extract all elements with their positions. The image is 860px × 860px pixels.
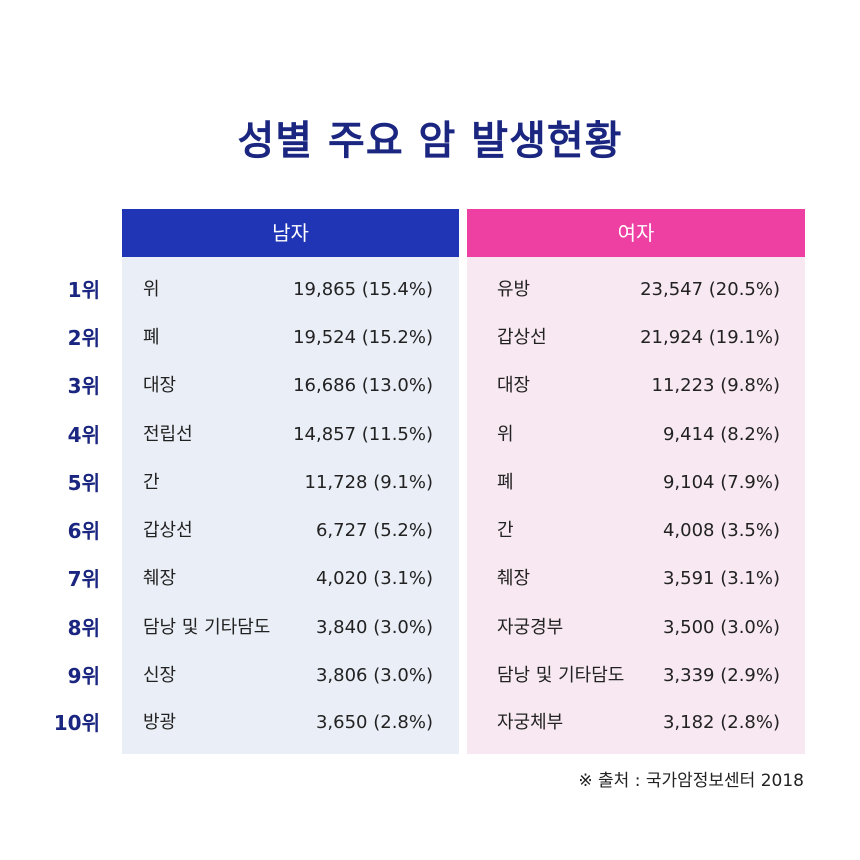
male-cancer-name: 간 bbox=[143, 472, 160, 493]
male-cancer-value: 3,806 (3.0%) bbox=[315, 665, 433, 686]
rank-label: 8위 bbox=[67, 616, 100, 640]
male-cancer-value: 14,857 (11.5%) bbox=[293, 424, 433, 445]
female-cancer-name: 담낭 및 기타담도 bbox=[497, 665, 625, 686]
female-cancer-value: 9,104 (7.9%) bbox=[662, 472, 780, 493]
female-panel bbox=[467, 257, 805, 754]
female-cancer-value: 3,500 (3.0%) bbox=[662, 617, 780, 638]
female-cancer-name: 대장 bbox=[497, 375, 531, 396]
page-title: 성별 주요 암 발생현황 bbox=[237, 118, 623, 164]
rank-label: 6위 bbox=[67, 519, 100, 543]
rank-label: 9위 bbox=[67, 664, 100, 688]
rank-label: 1위 bbox=[67, 278, 100, 302]
male-cancer-name: 전립선 bbox=[143, 424, 193, 445]
male-cancer-value: 19,524 (15.2%) bbox=[293, 327, 433, 348]
male-column-header: 남자 bbox=[122, 209, 459, 257]
female-cancer-name: 자궁경부 bbox=[497, 617, 564, 638]
female-cancer-value: 21,924 (19.1%) bbox=[640, 327, 780, 348]
male-cancer-value: 6,727 (5.2%) bbox=[315, 520, 433, 541]
female-cancer-value: 23,547 (20.5%) bbox=[640, 279, 780, 300]
rank-label: 10위 bbox=[53, 711, 100, 735]
male-cancer-value: 3,650 (2.8%) bbox=[315, 712, 433, 733]
male-cancer-value: 11,728 (9.1%) bbox=[304, 472, 433, 493]
female-cancer-name: 췌장 bbox=[497, 568, 531, 589]
female-cancer-value: 9,414 (8.2%) bbox=[662, 424, 780, 445]
female-cancer-value: 3,339 (2.9%) bbox=[662, 665, 780, 686]
female-cancer-name: 위 bbox=[497, 424, 514, 445]
rank-label: 2위 bbox=[67, 326, 100, 350]
female-column-header: 여자 bbox=[467, 209, 805, 257]
source-note: ※ 출처 : 국가암정보센터 2018 bbox=[578, 771, 804, 791]
male-cancer-name: 대장 bbox=[143, 375, 177, 396]
male-cancer-name: 위 bbox=[143, 279, 160, 300]
rank-label: 3위 bbox=[67, 374, 100, 398]
rank-label: 5위 bbox=[67, 471, 100, 495]
male-panel bbox=[122, 257, 459, 754]
rank-label: 7위 bbox=[67, 567, 100, 591]
male-cancer-name: 담낭 및 기타담도 bbox=[143, 617, 271, 638]
male-cancer-name: 폐 bbox=[143, 327, 160, 348]
female-cancer-name: 폐 bbox=[497, 472, 514, 493]
female-cancer-value: 11,223 (9.8%) bbox=[651, 375, 780, 396]
male-cancer-value: 3,840 (3.0%) bbox=[315, 617, 433, 638]
male-cancer-name: 방광 bbox=[143, 712, 177, 733]
female-cancer-value: 3,182 (2.8%) bbox=[662, 712, 780, 733]
female-cancer-name: 유방 bbox=[497, 279, 531, 300]
male-cancer-name: 신장 bbox=[143, 665, 177, 686]
male-cancer-name: 췌장 bbox=[143, 568, 177, 589]
female-cancer-name: 갑상선 bbox=[497, 327, 547, 348]
female-cancer-name: 간 bbox=[497, 520, 514, 541]
male-cancer-name: 갑상선 bbox=[143, 520, 193, 541]
female-cancer-value: 3,591 (3.1%) bbox=[662, 568, 780, 589]
male-cancer-value: 16,686 (13.0%) bbox=[293, 375, 433, 396]
female-cancer-value: 4,008 (3.5%) bbox=[662, 520, 780, 541]
rank-label: 4위 bbox=[67, 423, 100, 447]
male-cancer-value: 19,865 (15.4%) bbox=[293, 279, 433, 300]
male-cancer-value: 4,020 (3.1%) bbox=[315, 568, 433, 589]
female-cancer-name: 자궁체부 bbox=[497, 712, 564, 733]
